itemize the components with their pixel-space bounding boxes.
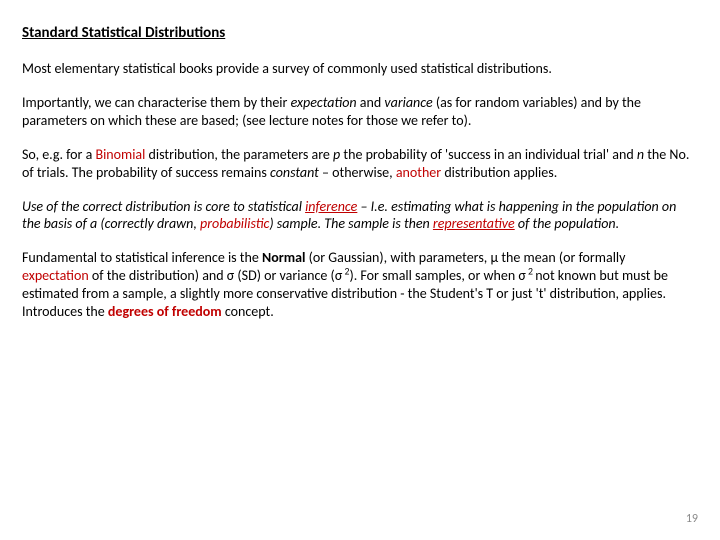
paragraph-inference: Use of the correct distribution is core … [22, 198, 692, 234]
text-run: and [357, 94, 385, 111]
slide-page: Standard Statistical Distributions Most … [0, 0, 720, 540]
text-run: So, e.g. for a [22, 146, 95, 163]
term-normal: Normal [262, 249, 305, 266]
text-run: Importantly, we can characterise them by… [22, 94, 291, 111]
page-heading: Standard Statistical Distributions [22, 24, 692, 42]
term-probabilistic: probabilistic [200, 215, 269, 232]
text-run: ) sample. The sample is then [269, 215, 433, 232]
term-variance: variance [384, 94, 432, 111]
page-number: 19 [686, 512, 698, 526]
term-n: n [637, 146, 644, 163]
term-dof: degrees of freedom [108, 303, 222, 320]
text-run: (or Gaussian), with parameters, [305, 249, 490, 266]
text-run: distribution, the parameters are [145, 146, 333, 163]
term-constant: constant [270, 164, 319, 181]
paragraph-expectation-variance: Importantly, we can characterise them by… [22, 94, 692, 130]
text-run: Fundamental to statistical inference is … [22, 249, 262, 266]
text-run: the mean (or formally [498, 249, 625, 266]
symbol-sigma-3: σ [518, 267, 525, 284]
text-run: the probability of 'success in an indivi… [340, 146, 637, 163]
paragraph-binomial: So, e.g. for a Binomial distribution, th… [22, 146, 692, 182]
text-run: of the population. [515, 215, 619, 232]
text-run: – I.e. [357, 198, 391, 215]
text-run: of the distribution) and [89, 267, 227, 284]
text-run: Use of the correct distribution is core … [22, 198, 305, 215]
text-run: – otherwise, [319, 164, 396, 181]
term-inference: inference [305, 198, 357, 215]
term-representative: representative [433, 215, 515, 232]
text-run: (SD) or variance ( [234, 267, 335, 284]
term-another: another [396, 164, 441, 181]
text-run: ). For small samples, or when [349, 267, 518, 284]
paragraph-normal: Fundamental to statistical inference is … [22, 249, 692, 321]
term-expectation: expectation [291, 94, 357, 111]
text-run: concept. [222, 303, 274, 320]
term-expectation-2: expectation [22, 267, 89, 284]
superscript-2b: 2 [526, 266, 535, 278]
paragraph-intro: Most elementary statistical books provid… [22, 60, 692, 78]
text-run: distribution applies. [441, 164, 557, 181]
term-binomial: Binomial [95, 146, 145, 163]
